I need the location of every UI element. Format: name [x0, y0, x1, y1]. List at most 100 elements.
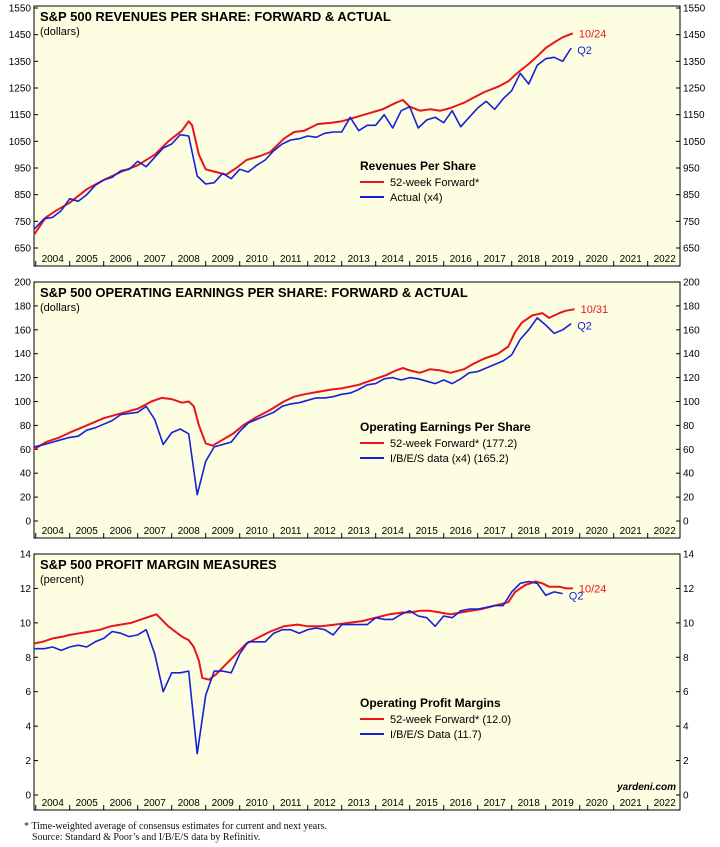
x-tick-label: 2007 — [144, 798, 167, 809]
x-tick-label: 2018 — [518, 254, 541, 265]
x-tick-label: 2015 — [416, 526, 439, 537]
series-line-forward — [33, 308, 575, 451]
y-tick-label-right: 950 — [683, 164, 700, 175]
x-tick-label: 2020 — [586, 254, 609, 265]
y-tick-label-left: 850 — [14, 190, 31, 201]
y-tick-label-left: 1450 — [9, 30, 32, 41]
y-tick-label-left: 1250 — [9, 84, 32, 95]
y-tick-label-left: 140 — [14, 349, 31, 360]
x-tick-label: 2022 — [654, 798, 677, 809]
x-tick-label: 2017 — [484, 526, 507, 537]
y-tick-label-right: 1450 — [683, 30, 706, 41]
plot-background — [33, 5, 681, 267]
y-tick-label-right: 80 — [683, 421, 695, 432]
chart-subtitle: (percent) — [40, 574, 84, 586]
y-tick-label-left: 4 — [25, 722, 31, 733]
x-tick-label: 2021 — [620, 526, 643, 537]
x-tick-label: 2013 — [348, 526, 371, 537]
x-tick-label: 2005 — [76, 798, 99, 809]
plot-background — [33, 553, 681, 811]
y-tick-label-left: 40 — [20, 469, 32, 480]
chart-title: S&P 500 REVENUES PER SHARE: FORWARD & AC… — [40, 9, 391, 24]
y-tick-label-right: 20 — [683, 493, 695, 504]
x-tick-label: 2012 — [314, 798, 337, 809]
x-tick-label: 2006 — [110, 254, 133, 265]
x-tick-label: 2019 — [552, 254, 575, 265]
series-line-actual — [33, 317, 572, 496]
x-tick-label: 2016 — [450, 526, 473, 537]
legend-title: Revenues Per Share — [360, 159, 476, 173]
y-tick-label-left: 0 — [25, 791, 31, 802]
y-tick-label-left: 100 — [14, 397, 31, 408]
y-tick-label-right: 1550 — [683, 4, 706, 15]
x-tick-label: 2020 — [586, 526, 609, 537]
x-tick-label: 2016 — [450, 798, 473, 809]
x-tick-label: 2007 — [144, 254, 167, 265]
legend-entry-actual: I/B/E/S Data (11.7) — [390, 729, 482, 741]
x-tick-label: 2010 — [246, 254, 269, 265]
chart-panel-1: 650 650 750 750 850 850 950 950 1050 1050 1150 1150… — [9, 4, 706, 267]
chart-subtitle: (dollars) — [40, 302, 80, 314]
end-label-forward: 10/24 — [579, 583, 607, 595]
x-tick-label: 2014 — [382, 798, 405, 809]
y-tick-label-left: 6 — [25, 687, 31, 698]
x-tick-label: 2015 — [416, 254, 439, 265]
footnote-line-1: * Time-weighted average of consensus est… — [24, 821, 327, 832]
x-tick-label: 2018 — [518, 526, 541, 537]
y-tick-label-right: 1150 — [683, 110, 705, 121]
y-tick-label-left: 8 — [25, 653, 31, 664]
y-tick-label-right: 10 — [683, 618, 695, 629]
chart-panel-3: 0 0 2 2 4 4 6 6 8 8 10 10 12 12 14 14 2004 2005 2006 2007 20… — [20, 550, 695, 811]
legend-title: Operating Profit Margins — [360, 696, 501, 710]
chart-subtitle: (dollars) — [40, 26, 80, 38]
x-tick-label: 2018 — [518, 798, 541, 809]
end-label-actual: Q2 — [577, 45, 592, 57]
legend-title: Operating Earnings Per Share — [360, 420, 531, 434]
y-tick-label-right: 750 — [683, 217, 700, 228]
y-tick-label-right: 140 — [683, 349, 700, 360]
series-line-actual — [34, 580, 563, 755]
y-tick-label-right: 180 — [683, 301, 700, 312]
x-tick-label: 2008 — [178, 254, 201, 265]
x-tick-label: 2012 — [314, 254, 337, 265]
x-tick-label: 2019 — [552, 526, 575, 537]
y-tick-label-right: 650 — [683, 244, 700, 255]
x-tick-label: 2008 — [178, 798, 201, 809]
x-tick-label: 2009 — [212, 526, 235, 537]
x-tick-label: 2014 — [382, 526, 405, 537]
x-tick-label: 2004 — [42, 798, 65, 809]
y-tick-label-left: 160 — [14, 325, 31, 336]
watermark: yardeni.com — [616, 782, 676, 793]
x-tick-label: 2010 — [246, 798, 269, 809]
x-tick-label: 2004 — [42, 526, 65, 537]
chart-title: S&P 500 OPERATING EARNINGS PER SHARE: FO… — [40, 285, 468, 300]
legend-entry-actual: Actual (x4) — [390, 192, 443, 204]
legend-entry-actual: I/B/E/S data (x4) (165.2) — [390, 453, 509, 465]
y-tick-label-right: 1350 — [683, 57, 706, 68]
x-tick-label: 2015 — [416, 798, 439, 809]
end-label-forward: 10/31 — [581, 304, 609, 316]
x-tick-label: 2009 — [212, 254, 235, 265]
footnote-line-2: Source: Standard & Poor’s and I/B/E/S da… — [32, 832, 261, 843]
x-tick-label: 2006 — [110, 798, 133, 809]
x-tick-label: 2016 — [450, 254, 473, 265]
y-tick-label-right: 200 — [683, 278, 700, 289]
x-tick-label: 2017 — [484, 798, 507, 809]
y-tick-label-left: 0 — [25, 517, 31, 528]
y-tick-label-right: 0 — [683, 517, 689, 528]
x-tick-label: 2010 — [246, 526, 269, 537]
y-tick-label-left: 1150 — [9, 110, 31, 121]
x-tick-label: 2011 — [280, 254, 302, 265]
series-line-actual — [33, 47, 572, 230]
x-tick-label: 2013 — [348, 798, 371, 809]
y-tick-label-right: 2 — [683, 756, 689, 767]
x-tick-label: 2020 — [586, 798, 609, 809]
y-tick-label-right: 60 — [683, 445, 695, 456]
x-tick-label: 2009 — [212, 798, 235, 809]
y-tick-label-right: 14 — [683, 550, 695, 561]
y-tick-label-left: 20 — [20, 493, 32, 504]
y-tick-label-left: 1350 — [9, 57, 32, 68]
y-tick-label-left: 10 — [20, 618, 32, 629]
y-tick-label-right: 1050 — [683, 137, 706, 148]
